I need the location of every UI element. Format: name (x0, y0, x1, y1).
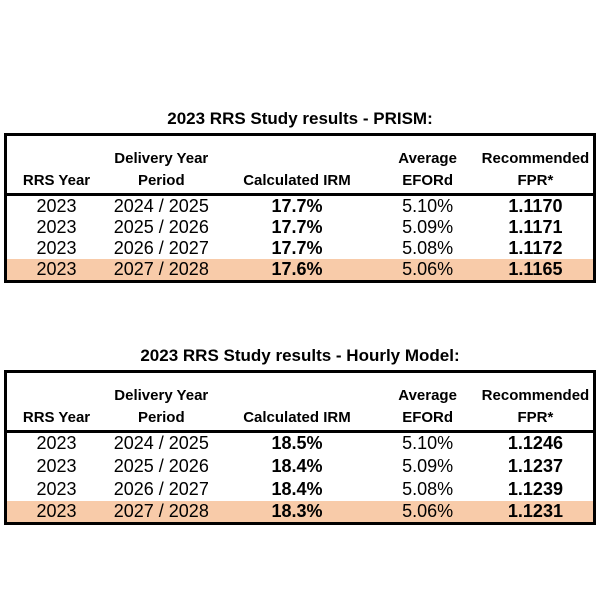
header-calculated-irm: Calculated IRM (216, 167, 378, 196)
header-eford: EFORd (377, 404, 478, 433)
cell-recommended-fpr: 1.1246 (507, 433, 563, 454)
cell-calculated-irm: 18.5% (271, 433, 323, 454)
header-row-bottom: RRS Year Period Calculated IRM EFORd FPR… (5, 167, 595, 196)
report-page: 2023 RRS Study results - PRISM: Delivery… (4, 109, 596, 525)
cell-rrs-year: 2023 (36, 478, 77, 499)
header-average-top: Average (398, 387, 457, 404)
table-row-highlighted: 2023 2027 / 2028 18.3% 5.06% 1.1231 (5, 500, 595, 524)
cell-calculated-irm: 18.4% (271, 455, 323, 476)
cell-calculated-irm: 18.4% (271, 478, 323, 499)
cell-period: 2027 / 2028 (106, 259, 217, 282)
hourly-model-table-title: 2023 RRS Study results - Hourly Model: (140, 346, 460, 365)
cell-calculated-irm: 17.6% (216, 259, 378, 282)
cell-rrs-year: 2023 (36, 433, 77, 454)
prism-table-title: 2023 RRS Study results - PRISM: (167, 109, 433, 128)
cell-calculated-irm: 17.7% (271, 196, 323, 216)
cell-recommended-fpr: 1.1237 (507, 455, 563, 476)
cell-average-eford: 5.10% (402, 196, 454, 216)
header-rrs-year: RRS Year (5, 404, 106, 433)
header-calculated-irm-top (217, 372, 378, 405)
cell-average-eford: 5.06% (377, 259, 478, 282)
cell-rrs-year: 2023 (5, 500, 106, 524)
cell-rrs-year: 2023 (36, 217, 77, 237)
cell-average-eford: 5.10% (402, 433, 454, 454)
cell-rrs-year: 2023 (36, 196, 77, 216)
header-calculated-irm: Calculated IRM (216, 404, 378, 433)
table-row-highlighted: 2023 2027 / 2028 17.6% 5.06% 1.1165 (5, 259, 595, 282)
table-row: 2023 2026 / 2027 17.7% 5.08% 1.1172 (6, 238, 595, 259)
cell-average-eford: 5.06% (377, 500, 478, 524)
table-row: 2023 2025 / 2026 17.7% 5.09% 1.1171 (6, 217, 595, 238)
cell-calculated-irm: 17.7% (271, 238, 323, 258)
header-average-top: Average (398, 150, 457, 167)
cell-period: 2025 / 2026 (113, 455, 209, 476)
cell-average-eford: 5.08% (402, 478, 454, 499)
cell-recommended-fpr: 1.1171 (508, 217, 563, 237)
prism-table-header: Delivery Year Average Recommended RRS Ye… (5, 135, 595, 196)
cell-period: 2027 / 2028 (106, 500, 217, 524)
cell-average-eford: 5.09% (402, 217, 454, 237)
cell-recommended-fpr: 1.1170 (508, 196, 563, 216)
header-delivery-year-top: Delivery Year (114, 150, 209, 167)
table-row: 2023 2024 / 2025 18.5% 5.10% 1.1246 (6, 432, 595, 455)
header-recommended-top: Recommended (481, 387, 590, 404)
prism-results-table: Delivery Year Average Recommended RRS Ye… (4, 133, 596, 283)
header-recommended-top: Recommended (481, 150, 590, 167)
cell-period: 2025 / 2026 (113, 217, 209, 237)
header-eford: EFORd (377, 167, 478, 196)
cell-rrs-year: 2023 (5, 259, 106, 282)
header-rrs-year-top (6, 372, 107, 405)
table-row: 2023 2025 / 2026 18.4% 5.09% 1.1237 (6, 455, 595, 478)
header-calculated-irm-top (217, 135, 378, 168)
cell-recommended-fpr: 1.1231 (477, 500, 595, 524)
header-rrs-year: RRS Year (5, 167, 106, 196)
header-delivery-year-top: Delivery Year (114, 387, 209, 404)
hourly-model-table-header: Delivery Year Average Recommended RRS Ye… (5, 372, 595, 433)
header-period: Period (106, 167, 217, 196)
header-fpr: FPR* (477, 404, 595, 433)
table-row: 2023 2024 / 2025 17.7% 5.10% 1.1170 (6, 195, 595, 218)
cell-average-eford: 5.08% (402, 238, 454, 258)
header-row-top: Delivery Year Average Recommended (6, 135, 595, 168)
cell-recommended-fpr: 1.1239 (507, 478, 563, 499)
header-period: Period (106, 404, 217, 433)
cell-period: 2024 / 2025 (113, 196, 209, 216)
cell-calculated-irm: 18.3% (216, 500, 378, 524)
cell-average-eford: 5.09% (402, 455, 454, 476)
cell-rrs-year: 2023 (36, 238, 77, 258)
cell-period: 2026 / 2027 (113, 238, 209, 258)
cell-period: 2026 / 2027 (113, 478, 209, 499)
cell-period: 2024 / 2025 (113, 433, 209, 454)
header-fpr: FPR* (477, 167, 595, 196)
cell-recommended-fpr: 1.1165 (477, 259, 595, 282)
table-row: 2023 2026 / 2027 18.4% 5.08% 1.1239 (6, 478, 595, 501)
hourly-model-results-table: Delivery Year Average Recommended RRS Ye… (4, 370, 596, 525)
header-row-bottom: RRS Year Period Calculated IRM EFORd FPR… (5, 404, 595, 433)
cell-calculated-irm: 17.7% (271, 217, 323, 237)
cell-recommended-fpr: 1.1172 (508, 238, 563, 258)
header-row-top: Delivery Year Average Recommended (6, 372, 595, 405)
header-rrs-year-top (6, 135, 107, 168)
cell-rrs-year: 2023 (36, 455, 77, 476)
